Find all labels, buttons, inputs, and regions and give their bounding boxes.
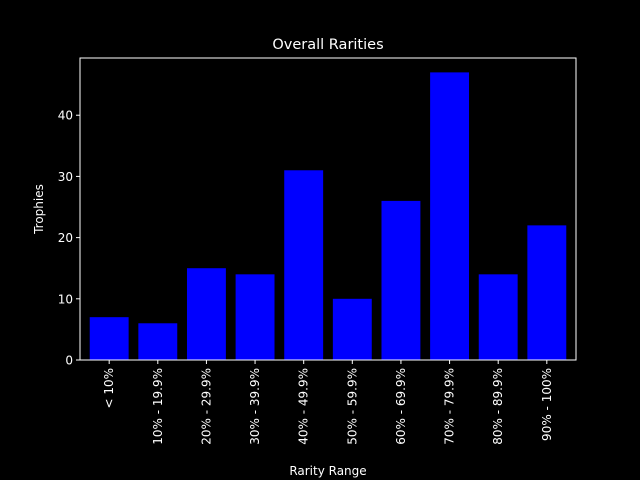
y-tick-label: 20 (58, 231, 73, 245)
x-tick-label: 40% - 49.9% (297, 368, 311, 445)
x-tick-label: 20% - 29.9% (199, 368, 213, 445)
x-tick-label: 60% - 69.9% (394, 368, 408, 445)
bar (430, 72, 470, 360)
x-tick-label: 90% - 100% (540, 368, 554, 441)
y-tick-label: 30 (58, 170, 73, 184)
x-tick-label: 30% - 39.9% (248, 368, 262, 445)
y-tick-label: 40 (58, 109, 73, 123)
y-axis: 0 10 20 30 40 (58, 109, 80, 368)
x-tick-label: 70% - 79.9% (443, 368, 457, 445)
chart-title: Overall Rarities (272, 37, 383, 53)
x-tick-label: < 10% (102, 368, 116, 409)
x-axis-label: Rarity Range (289, 464, 366, 478)
bar (138, 323, 178, 360)
bar (284, 170, 324, 360)
bars-group (89, 72, 567, 360)
x-tick-label: 10% - 19.9% (151, 368, 165, 445)
bar (332, 298, 372, 360)
x-axis: < 10% 10% - 19.9% 20% - 29.9% 30% - 39.9% 40… (102, 360, 554, 445)
plot-frame (79, 57, 577, 361)
bar (478, 274, 518, 360)
x-tick-label: 80% - 89.9% (491, 368, 505, 445)
x-tick-label: 50% - 59.9% (345, 368, 359, 445)
bar (527, 225, 567, 360)
y-tick-label: 0 (65, 354, 73, 368)
bar (235, 274, 275, 360)
y-axis-label: Trophies (32, 184, 46, 235)
bar (186, 268, 226, 360)
bar (89, 317, 129, 360)
bar (381, 200, 421, 360)
y-tick-label: 10 (58, 292, 73, 306)
